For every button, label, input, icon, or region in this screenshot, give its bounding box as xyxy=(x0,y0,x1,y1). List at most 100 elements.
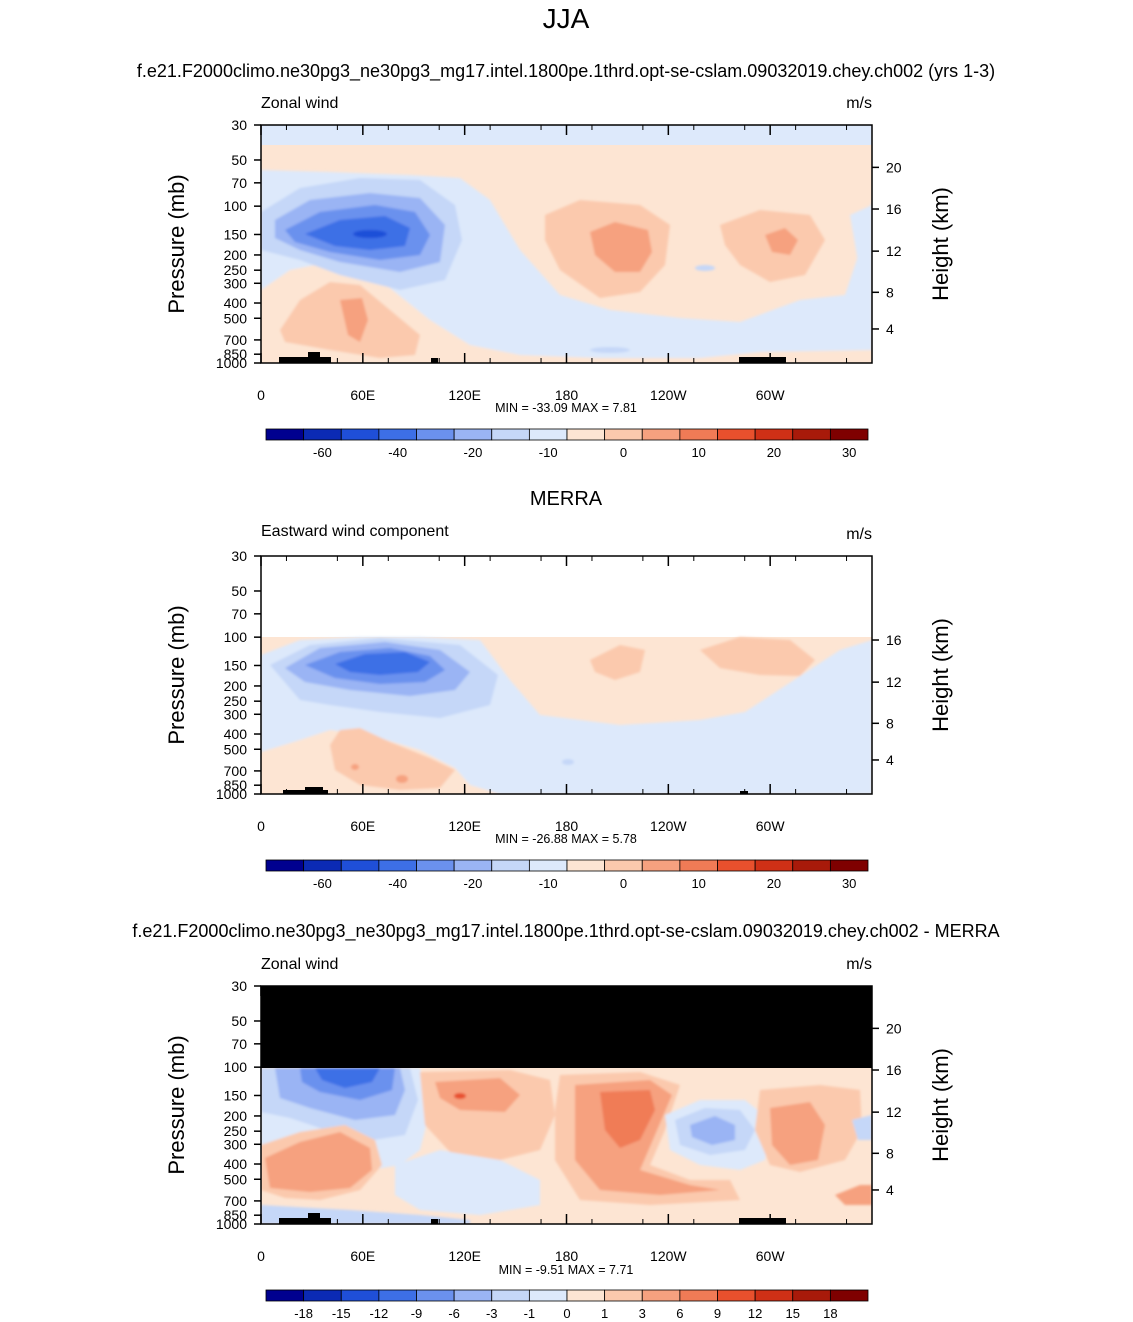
panel-diff-units: m/s xyxy=(846,956,872,973)
y-tick-label: 300 xyxy=(224,275,248,291)
panel-diff: Zonal wind m/s xyxy=(164,956,953,1321)
field-region-positive-5b xyxy=(590,645,645,680)
min-max-stats: MIN = -33.09 MAX = 7.81 xyxy=(495,401,637,415)
panel-model-var-title: Zonal wind xyxy=(261,95,338,112)
colorbar-swatch xyxy=(265,1289,305,1302)
field-region-negative-south xyxy=(850,205,872,262)
y-right-tick-label: 20 xyxy=(886,1020,902,1036)
y-tick-label: 400 xyxy=(224,726,248,742)
colorbar-label: 0 xyxy=(620,445,627,460)
field-region-negative-right-6 xyxy=(690,1116,735,1145)
field-region-negative-40 xyxy=(335,652,430,675)
colorbar-swatch xyxy=(528,859,568,872)
y-tick-label: 50 xyxy=(231,152,247,168)
colorbar-label: -6 xyxy=(448,1306,460,1321)
colorbar-swatch xyxy=(265,859,305,872)
x-tick-label: 120E xyxy=(448,818,481,834)
colorbar-label: -20 xyxy=(464,876,483,891)
y-tick-label: 700 xyxy=(224,332,248,348)
y-right-tick-label: 8 xyxy=(886,1145,894,1161)
colorbar-swatch xyxy=(604,428,643,441)
y-tick-label: 850 xyxy=(224,346,248,362)
colorbar-label: -15 xyxy=(332,1306,351,1321)
colorbar-swatch xyxy=(641,428,681,441)
panel-obs-var-title: Eastward wind component xyxy=(261,523,449,540)
colorbar-swatch xyxy=(604,1289,643,1302)
y-tick-label: 250 xyxy=(224,1123,248,1139)
colorbar-label: -1 xyxy=(524,1306,536,1321)
field-region-negative-far-right xyxy=(852,1115,872,1140)
panel-model-units: m/s xyxy=(846,95,872,112)
y-tick-label: 200 xyxy=(224,1108,248,1124)
field-region-positive-far-right xyxy=(835,1185,872,1205)
colorbar-swatch xyxy=(303,1289,342,1302)
y-tick-label: 30 xyxy=(231,117,247,133)
y-right-tick-label: 8 xyxy=(886,715,894,731)
y-right-tick-label: 16 xyxy=(886,201,902,217)
field-small-negative xyxy=(562,759,574,765)
panel-model: Zonal wind m/s xyxy=(164,95,953,460)
field-region-positive-5c xyxy=(700,637,815,676)
field-region-negative-lower xyxy=(395,1150,540,1215)
colorbar-label: -40 xyxy=(388,445,407,460)
x-tick-label: 180 xyxy=(555,1248,579,1264)
field-region-positive-mid-3 xyxy=(435,1078,520,1112)
colorbar-swatch xyxy=(378,1289,417,1302)
y-tick-label: 250 xyxy=(224,262,248,278)
x-tick-label: 0 xyxy=(257,1248,265,1264)
colorbar-swatch xyxy=(340,428,380,441)
colorbar-label: -40 xyxy=(388,876,407,891)
y-tick-label: 70 xyxy=(231,606,247,622)
colorbar-swatch xyxy=(491,428,530,441)
colorbar-swatch xyxy=(566,1289,606,1302)
colorbar-swatch xyxy=(679,859,718,872)
x-tick-label: 180 xyxy=(555,387,579,403)
y-tick-label: 200 xyxy=(224,678,248,694)
y-tick-label: 300 xyxy=(224,706,248,722)
field-region-positive-left-3 xyxy=(265,1132,372,1192)
y-tick-label: 30 xyxy=(231,978,247,994)
panel-obs-field xyxy=(261,556,872,794)
y-tick-label: 1000 xyxy=(216,355,247,371)
x-tick-label: 180 xyxy=(555,818,579,834)
colorbar-swatch xyxy=(453,428,493,441)
y-tick-label: 700 xyxy=(224,763,248,779)
x-tick-label: 120W xyxy=(650,387,687,403)
colorbar-label: 9 xyxy=(714,1306,721,1321)
obs-title: MERRA xyxy=(530,488,603,510)
field-region-positive-10c xyxy=(765,228,798,255)
colorbar-swatch xyxy=(416,1289,455,1302)
y-axis-label: Pressure (mb) xyxy=(164,1035,189,1174)
x-tick-label: 60W xyxy=(756,1248,786,1264)
y-tick-label: 400 xyxy=(224,295,248,311)
y-tick-label: 70 xyxy=(231,1036,247,1052)
x-tick-label: 60E xyxy=(350,387,375,403)
y-right-tick-label: 12 xyxy=(886,674,902,690)
y-tick-label: 150 xyxy=(224,1087,248,1103)
x-tick-label: 120E xyxy=(448,1248,481,1264)
x-tick-label: 120E xyxy=(448,387,481,403)
field-region-positive-10a xyxy=(340,298,368,342)
colorbar-swatch xyxy=(528,1289,568,1302)
field-small-negative xyxy=(695,265,715,271)
x-tick-label: 120W xyxy=(650,818,687,834)
colorbar-label: -10 xyxy=(539,876,558,891)
field-region-positive-5 xyxy=(330,728,455,790)
y-right-tick-label: 12 xyxy=(886,1104,902,1120)
colorbar-swatch xyxy=(717,859,756,872)
y-tick-label: 1000 xyxy=(216,786,247,802)
colorbar-label: 15 xyxy=(786,1306,800,1321)
colorbar-swatch xyxy=(265,428,305,441)
y-tick-label: 850 xyxy=(224,1207,248,1223)
field-region-negative-12 xyxy=(315,1068,380,1088)
colorbar-swatch xyxy=(453,859,493,872)
colorbar-label: -60 xyxy=(313,445,332,460)
colorbar-label: 1 xyxy=(601,1306,608,1321)
colorbar-swatch xyxy=(303,859,342,872)
colorbar-swatch xyxy=(528,428,568,441)
y-axis-label: Pressure (mb) xyxy=(164,174,189,313)
colorbar-swatch xyxy=(679,1289,718,1302)
field-jet-core xyxy=(353,230,387,238)
colorbar-label: 20 xyxy=(767,876,781,891)
field-missing-mask xyxy=(261,986,872,1068)
